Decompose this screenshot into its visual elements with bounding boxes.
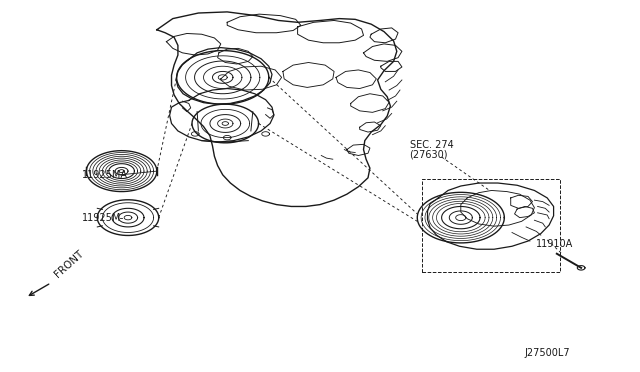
Text: SEC. 274: SEC. 274 — [410, 140, 453, 150]
Text: 11910A: 11910A — [536, 239, 573, 248]
Bar — [422, 179, 560, 272]
Text: 11925MA: 11925MA — [82, 170, 128, 180]
Text: 11925M: 11925M — [82, 213, 122, 222]
Text: J27500L7: J27500L7 — [525, 348, 570, 357]
Text: (27630): (27630) — [410, 150, 448, 159]
Text: FRONT: FRONT — [52, 249, 85, 280]
